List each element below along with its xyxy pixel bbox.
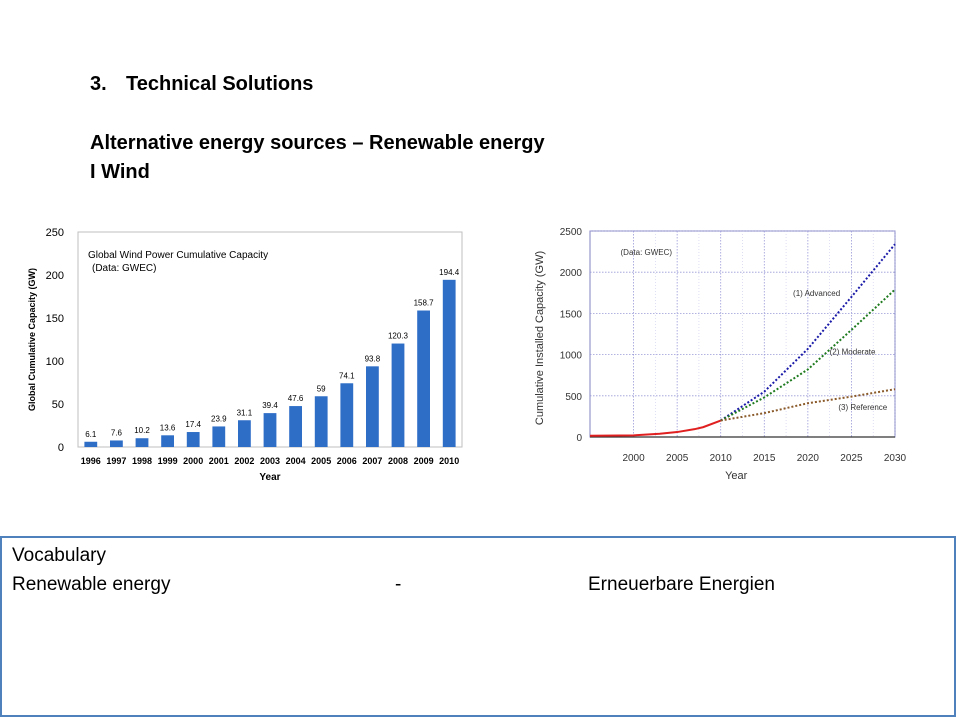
bar bbox=[314, 396, 328, 447]
topic-title: I Wind bbox=[90, 161, 150, 183]
bar bbox=[366, 366, 379, 447]
bar-data-label: 31.1 bbox=[237, 408, 253, 417]
bar bbox=[110, 440, 123, 447]
bar bbox=[417, 310, 430, 447]
bar-data-label: 74.1 bbox=[339, 371, 355, 380]
series-line bbox=[720, 288, 896, 422]
bar bbox=[161, 435, 174, 447]
x-tick-label: 2009 bbox=[414, 456, 434, 466]
bar-data-label: 158.7 bbox=[414, 299, 435, 308]
x-tick-label: 2006 bbox=[337, 456, 357, 466]
x-tick-label: 2015 bbox=[753, 453, 776, 464]
bar bbox=[442, 279, 456, 447]
bar bbox=[340, 383, 354, 447]
bar bbox=[212, 426, 226, 447]
bar bbox=[391, 343, 405, 447]
x-tick-label: 2005 bbox=[666, 453, 689, 464]
y-tick-label: 1500 bbox=[560, 309, 583, 320]
y-tick-label: 50 bbox=[52, 399, 64, 411]
subtitle: Alternative energy sources – Renewable e… bbox=[90, 132, 545, 154]
bar bbox=[135, 438, 149, 447]
bar bbox=[186, 432, 200, 447]
line-chart-svg: 0 500 1000 1500 2000 2500 2000 2005 2010 2015 2020… bbox=[534, 227, 907, 482]
y-axis-label: Global Cumulative Capacity (GW) bbox=[27, 268, 37, 411]
wind-capacity-projection-chart: 0 500 1000 1500 2000 2500 2000 2005 2010 2015 2020… bbox=[530, 218, 910, 488]
y-tick-label: 500 bbox=[565, 392, 582, 403]
x-tick-label: 2002 bbox=[234, 456, 254, 466]
bar-data-label: 59 bbox=[317, 384, 326, 393]
bar bbox=[84, 441, 98, 447]
bar-data-label: 17.4 bbox=[185, 420, 201, 429]
x-tick-label: 2005 bbox=[311, 456, 331, 466]
x-tick-label: 1996 bbox=[81, 456, 101, 466]
x-tick-label: 2010 bbox=[439, 456, 459, 466]
y-axis-label: Cumulative Installed Capacity (GW) bbox=[534, 251, 546, 425]
y-tick-label: 2500 bbox=[560, 227, 583, 238]
y-tick-label: 250 bbox=[46, 227, 64, 239]
wind-capacity-bar-chart: 0 50 100 150 200 250 Global Wind Power Cumulat… bbox=[20, 220, 480, 490]
bar-data-label: 7.6 bbox=[111, 428, 123, 437]
bar-data-label: 23.9 bbox=[211, 414, 227, 423]
bar-data-label: 10.2 bbox=[134, 426, 150, 435]
x-tick-label: 2001 bbox=[209, 456, 229, 466]
x-tick-label: 2000 bbox=[183, 456, 203, 466]
x-tick-label: 2030 bbox=[884, 453, 907, 464]
section-title: Technical Solutions bbox=[126, 73, 314, 95]
vocabulary-title: Vocabulary bbox=[12, 545, 107, 566]
bar-data-label: 13.6 bbox=[160, 423, 176, 432]
bar-data-label: 93.8 bbox=[365, 354, 381, 363]
x-tick-label: 1999 bbox=[158, 456, 178, 466]
chart-title: Global Wind Power Cumulative Capacity bbox=[88, 250, 268, 261]
y-tick-label: 150 bbox=[46, 313, 64, 325]
bar-data-label: 120.3 bbox=[388, 332, 409, 341]
vocabulary-translation: Erneuerbare Energien bbox=[588, 574, 775, 595]
y-tick-label: 100 bbox=[46, 356, 64, 368]
series-label: (3) Reference bbox=[838, 403, 887, 412]
series-label: (2) Moderate bbox=[830, 348, 876, 357]
bar-data-label: 6.1 bbox=[85, 430, 97, 439]
x-tick-label: 2007 bbox=[362, 456, 382, 466]
bar bbox=[238, 420, 251, 447]
vocabulary-separator: - bbox=[395, 574, 402, 595]
data-source-annotation: (Data: GWEC) bbox=[621, 248, 673, 257]
bar bbox=[263, 413, 277, 447]
series-line bbox=[720, 243, 896, 422]
y-tick-label: 0 bbox=[576, 433, 582, 444]
bar-data-label: 39.4 bbox=[262, 401, 278, 410]
x-tick-label: 2000 bbox=[622, 453, 645, 464]
y-tick-label: 2000 bbox=[560, 268, 583, 279]
x-tick-label: 2010 bbox=[710, 453, 733, 464]
x-tick-label: 2008 bbox=[388, 456, 408, 466]
vocabulary-box: Vocabulary Renewable energy - Erneuerbar… bbox=[0, 536, 956, 717]
bar-chart-svg: 0 50 100 150 200 250 Global Wind Power Cumulat… bbox=[27, 227, 463, 483]
bar-data-label: 47.6 bbox=[288, 394, 304, 403]
vocabulary-term: Renewable energy bbox=[12, 574, 171, 595]
section-heading: 3. Technical Solutions bbox=[90, 71, 313, 97]
x-tick-label: 2020 bbox=[797, 453, 820, 464]
x-tick-label: 2025 bbox=[840, 453, 863, 464]
series-line bbox=[589, 419, 722, 437]
chart-subtitle: (Data: GWEC) bbox=[92, 263, 156, 274]
section-number: 3. bbox=[90, 73, 107, 95]
x-tick-label: 1998 bbox=[132, 456, 152, 466]
y-tick-label: 0 bbox=[58, 442, 64, 454]
bar-data-label: 194.4 bbox=[439, 268, 460, 277]
x-axis-label: Year bbox=[259, 472, 280, 483]
series-label: (1) Advanced bbox=[793, 289, 840, 298]
series-line bbox=[720, 388, 896, 422]
x-axis-label: Year bbox=[725, 470, 748, 482]
x-tick-label: 2003 bbox=[260, 456, 280, 466]
bar bbox=[289, 406, 302, 447]
x-tick-label: 1997 bbox=[106, 456, 126, 466]
y-tick-label: 200 bbox=[46, 270, 64, 282]
x-tick-label: 2004 bbox=[286, 456, 306, 466]
y-tick-label: 1000 bbox=[560, 351, 583, 362]
